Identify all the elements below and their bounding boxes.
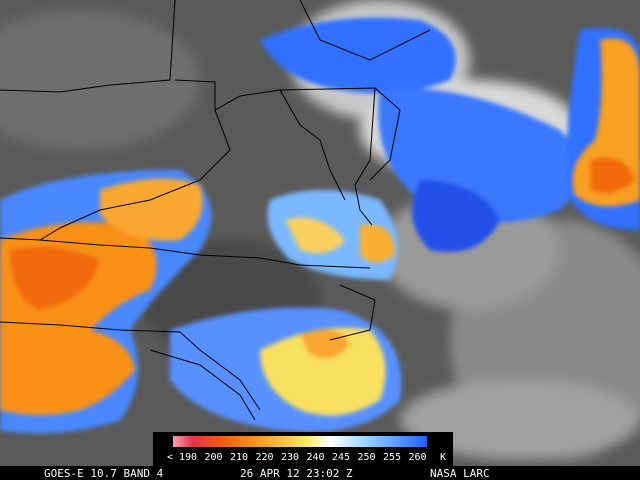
caption-source: NASA LARC — [430, 467, 490, 480]
legend-label: 200 — [204, 452, 222, 463]
legend-labels: < 190 200 210 220 230 240 245 250 255 260 K — [167, 452, 446, 463]
caption-time: 26 APR 12 23:02 Z — [240, 467, 353, 480]
legend-label: < 190 — [167, 452, 197, 463]
legend-label: 260 — [408, 452, 426, 463]
color-scale — [173, 436, 427, 447]
legend-label: 250 — [357, 452, 375, 463]
legend-label: 240 — [306, 452, 324, 463]
legend-label: 220 — [255, 452, 273, 463]
legend-label: 255 — [383, 452, 401, 463]
warm-cloud-tops — [0, 38, 640, 416]
legend-label: K — [440, 452, 446, 463]
caption-satellite: GOES-E 10.7 BAND 4 — [44, 467, 164, 480]
legend-label: 210 — [230, 452, 248, 463]
state-borders — [0, 0, 431, 421]
legend-label: 245 — [332, 452, 350, 463]
legend-label: 230 — [281, 452, 299, 463]
caption-bar — [0, 466, 640, 480]
